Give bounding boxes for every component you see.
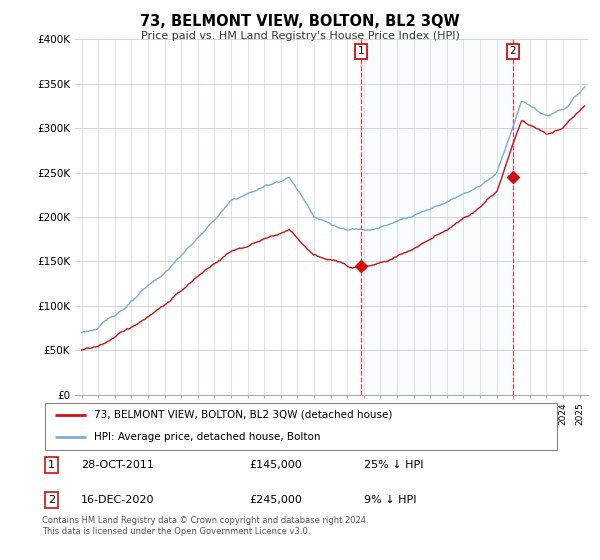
Text: 28-OCT-2011: 28-OCT-2011 xyxy=(81,460,154,470)
Text: Price paid vs. HM Land Registry's House Price Index (HPI): Price paid vs. HM Land Registry's House … xyxy=(140,31,460,41)
FancyBboxPatch shape xyxy=(44,403,557,450)
Text: 1: 1 xyxy=(358,46,364,57)
Text: Contains HM Land Registry data © Crown copyright and database right 2024.
This d: Contains HM Land Registry data © Crown c… xyxy=(42,516,368,536)
Text: 1: 1 xyxy=(48,460,55,470)
Text: 25% ↓ HPI: 25% ↓ HPI xyxy=(364,460,423,470)
Text: 2: 2 xyxy=(48,494,55,505)
Text: £245,000: £245,000 xyxy=(250,494,302,505)
Text: £145,000: £145,000 xyxy=(250,460,302,470)
Text: 73, BELMONT VIEW, BOLTON, BL2 3QW (detached house): 73, BELMONT VIEW, BOLTON, BL2 3QW (detac… xyxy=(94,410,392,420)
Text: 16-DEC-2020: 16-DEC-2020 xyxy=(81,494,154,505)
Text: HPI: Average price, detached house, Bolton: HPI: Average price, detached house, Bolt… xyxy=(94,432,320,442)
Bar xyxy=(361,39,512,395)
Text: 73, BELMONT VIEW, BOLTON, BL2 3QW: 73, BELMONT VIEW, BOLTON, BL2 3QW xyxy=(140,14,460,29)
Text: 2: 2 xyxy=(509,46,516,57)
Text: 9% ↓ HPI: 9% ↓ HPI xyxy=(364,494,416,505)
